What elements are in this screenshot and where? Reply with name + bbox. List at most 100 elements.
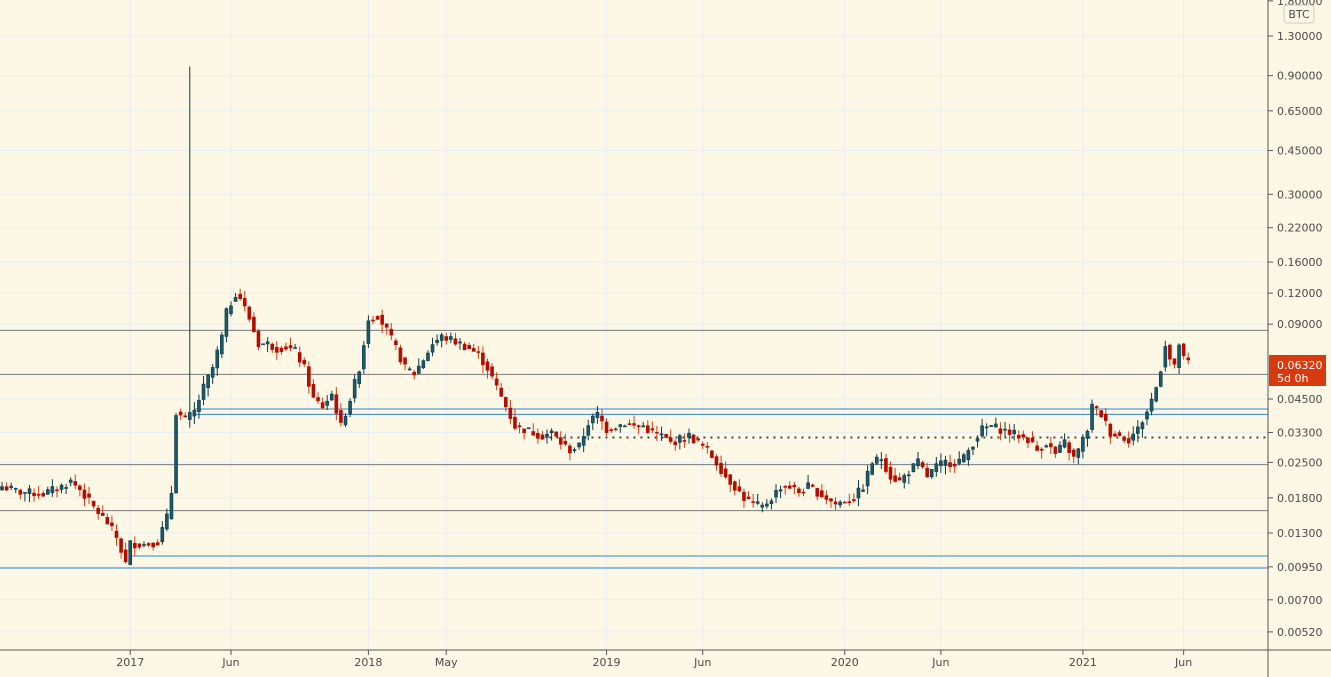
- price-axis[interactable]: 1.80000 1.30000 0.90000 0.65000 0.45000 0.300…: [1268, 0, 1323, 639]
- candle-down: [563, 433, 568, 447]
- candle-up: [68, 477, 73, 487]
- candle-body: [824, 495, 829, 500]
- candle-body: [765, 503, 769, 507]
- horizontal-levels: [0, 329, 1268, 569]
- candle-body: [343, 415, 348, 426]
- candle-body: [787, 485, 792, 489]
- candle-up: [0, 481, 4, 491]
- candle-body: [984, 426, 989, 429]
- candle-down: [247, 305, 252, 323]
- candle-body: [458, 341, 462, 344]
- candle-body: [96, 507, 100, 514]
- candle-body: [261, 343, 265, 346]
- candle-up: [586, 419, 591, 441]
- candle-body: [957, 458, 962, 464]
- candle-up: [426, 350, 430, 362]
- candle-down: [1099, 410, 1103, 419]
- candle-body: [412, 371, 417, 376]
- candle-body: [279, 347, 284, 352]
- candle-down: [490, 363, 494, 380]
- candle-body: [416, 365, 421, 374]
- candle-down: [737, 479, 742, 493]
- candle-body: [142, 544, 146, 546]
- candle-body: [842, 501, 847, 504]
- candle-up: [1058, 441, 1062, 453]
- candle-body: [563, 440, 568, 445]
- candle-body: [737, 486, 742, 492]
- candle-up: [439, 332, 444, 348]
- candle-body: [1181, 343, 1186, 356]
- candle-body: [778, 489, 783, 492]
- candle-body: [1186, 357, 1191, 361]
- candle-up: [865, 465, 870, 495]
- candle-up: [416, 358, 421, 375]
- y-tick-label: 0.01300: [1277, 527, 1323, 540]
- candle-down: [751, 493, 755, 508]
- candle-down: [403, 356, 407, 371]
- candle-up: [545, 429, 549, 444]
- candle-body: [742, 491, 746, 501]
- candle-body: [467, 345, 471, 349]
- candle-up: [357, 370, 362, 388]
- candle-body: [618, 424, 623, 427]
- candle-down: [334, 387, 339, 421]
- candle-up: [229, 301, 233, 317]
- candle-down: [1094, 405, 1099, 416]
- candle-body: [1094, 406, 1099, 408]
- candle-down: [453, 332, 458, 346]
- candle-down: [91, 500, 96, 509]
- candle-body: [719, 463, 723, 474]
- candle-body: [1007, 429, 1012, 435]
- candle-body: [641, 425, 646, 428]
- candle-body: [307, 366, 311, 387]
- candle-body: [155, 542, 160, 546]
- candle-body: [879, 459, 884, 461]
- candle-up: [943, 455, 948, 475]
- candle-body: [1071, 449, 1076, 457]
- candle-up: [215, 346, 220, 376]
- candle-down: [36, 485, 41, 500]
- candle-body: [1140, 422, 1145, 430]
- candle-body: [36, 493, 41, 496]
- candle-down: [1181, 343, 1186, 360]
- candle-up: [169, 485, 174, 520]
- candle-down: [1122, 435, 1126, 444]
- candle-down: [673, 439, 678, 451]
- candle-body: [13, 487, 18, 490]
- candle-up: [220, 331, 224, 358]
- candle-down: [1172, 358, 1177, 369]
- y-tick-label: 0.09000: [1277, 318, 1323, 331]
- candle-down: [73, 474, 78, 490]
- y-tick-label: 0.04500: [1277, 393, 1323, 406]
- candle-body: [975, 438, 980, 442]
- candle-down: [815, 488, 820, 501]
- candle-up: [265, 337, 270, 353]
- candle-up: [206, 374, 210, 397]
- candle-body: [1053, 446, 1058, 454]
- candle-body: [943, 459, 948, 466]
- candle-body: [210, 367, 215, 378]
- candle-up: [197, 394, 201, 419]
- candle-up: [64, 483, 68, 495]
- candle-down: [696, 438, 700, 442]
- candle-up: [975, 435, 980, 448]
- candle-up: [678, 433, 682, 450]
- candle-body: [636, 425, 641, 427]
- candle-up: [352, 374, 357, 403]
- candle-body: [732, 481, 737, 491]
- candle-body: [201, 383, 206, 400]
- candle-down: [339, 403, 343, 427]
- candle-up: [23, 492, 27, 502]
- candle-down: [568, 443, 572, 461]
- candle-body: [691, 434, 696, 444]
- candle-body: [23, 492, 27, 494]
- candle-body: [1035, 445, 1039, 451]
- candle-body: [1154, 387, 1158, 402]
- candle-body: [403, 357, 407, 365]
- currency-badge[interactable]: BTC: [1283, 4, 1315, 24]
- time-axis[interactable]: 2017 Jun 2018 May 2019 Jun 2020 Jun 2021 Jun: [116, 650, 1192, 669]
- candle-body: [1021, 434, 1026, 438]
- candle-up: [526, 427, 531, 430]
- candle-up: [911, 463, 916, 473]
